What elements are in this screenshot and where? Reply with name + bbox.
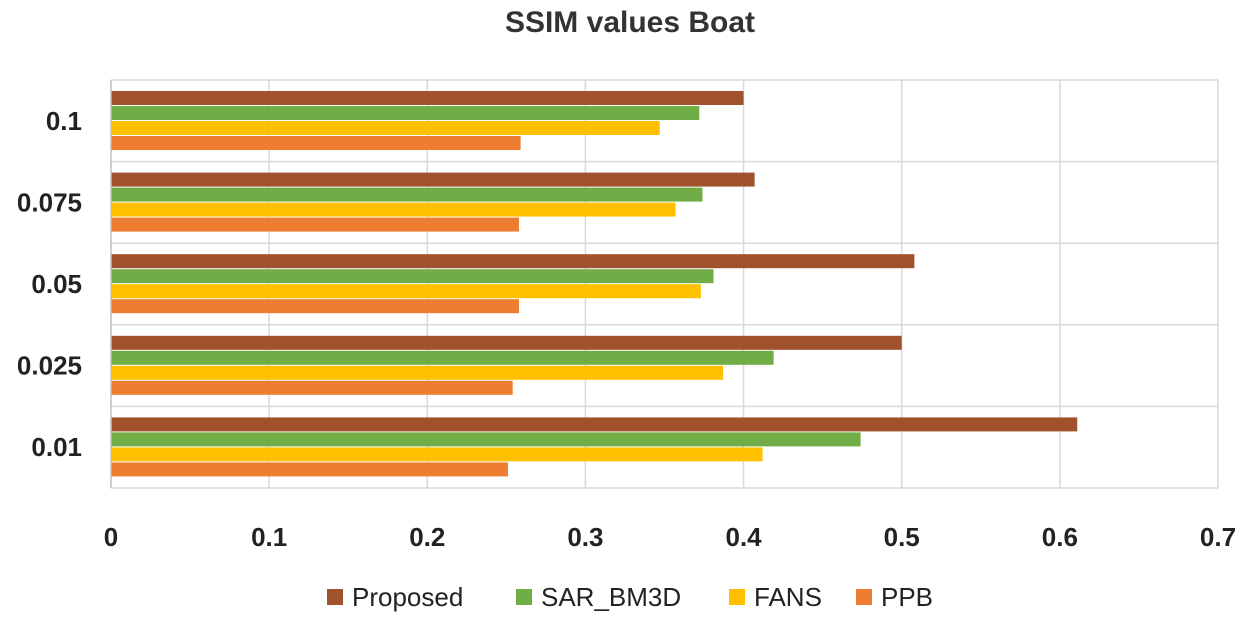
y-tick-label: 0.025: [17, 351, 82, 381]
bar-ppb-0.05: [111, 299, 520, 314]
bar-ppb-0.075: [111, 217, 520, 232]
bar-fans-0.025: [111, 365, 724, 380]
y-tick-label: 0.1: [46, 106, 82, 136]
legend-item-sar-bm3d: SAR_BM3D: [516, 582, 681, 612]
bar-sar-bm3d-0.075: [111, 187, 703, 202]
y-tick-label: 0.075: [17, 187, 82, 217]
bar-sar-bm3d-0.025: [111, 350, 774, 365]
legend-swatch: [729, 589, 745, 605]
bar-sar-bm3d-0.05: [111, 269, 714, 284]
y-tick-label: 0.05: [31, 269, 82, 299]
x-tick-label: 0.2: [409, 522, 445, 552]
x-tick-label: 0: [104, 522, 118, 552]
legend-item-ppb: PPB: [856, 582, 933, 612]
x-tick-label: 0.4: [725, 522, 762, 552]
bar-proposed-0.05: [111, 254, 915, 269]
x-tick-label: 0.5: [884, 522, 920, 552]
legend-label: FANS: [754, 582, 822, 612]
bar-fans-0.01: [111, 447, 763, 462]
bars-layer: [111, 91, 1078, 477]
bar-proposed-0.01: [111, 417, 1078, 432]
bar-ppb-0.025: [111, 380, 513, 395]
bar-ppb-0.01: [111, 462, 508, 477]
legend: Proposed SAR_BM3D FANS PPB: [327, 582, 933, 612]
x-tick-label: 0.7: [1200, 522, 1236, 552]
x-tick-label: 0.6: [1042, 522, 1078, 552]
bar-ppb-0.1: [111, 136, 521, 150]
chart-title: SSIM values Boat: [505, 6, 755, 39]
legend-item-fans: FANS: [729, 582, 822, 612]
bar-fans-0.075: [111, 202, 676, 217]
bar-proposed-0.025: [111, 335, 902, 350]
legend-swatch: [856, 589, 872, 605]
bar-sar-bm3d-0.01: [111, 432, 861, 447]
legend-swatch: [327, 589, 343, 605]
legend-label: PPB: [881, 582, 933, 612]
bar-proposed-0.1: [111, 91, 744, 105]
x-tick-label: 0.1: [251, 522, 287, 552]
axis-layer: 0.1 0.075 0.05 0.025 0.01 0 0.1 0.2 0.3 0.4 0.5 0.6…: [17, 80, 1236, 552]
x-tick-label: 0.3: [567, 522, 603, 552]
legend-label: Proposed: [352, 582, 463, 612]
bar-fans-0.05: [111, 284, 701, 299]
legend-label: SAR_BM3D: [541, 582, 681, 612]
bar-fans-0.1: [111, 121, 660, 135]
bar-sar-bm3d-0.1: [111, 106, 700, 120]
legend-item-proposed: Proposed: [327, 582, 463, 612]
bar-proposed-0.075: [111, 172, 755, 187]
grid-layer: [111, 79, 1219, 489]
y-tick-label: 0.01: [31, 432, 82, 462]
legend-swatch: [516, 589, 532, 605]
